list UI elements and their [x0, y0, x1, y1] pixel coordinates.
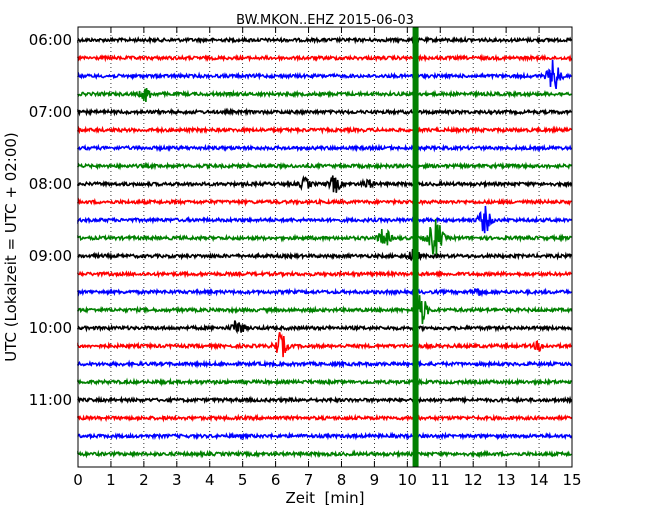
trace-line [77, 88, 572, 102]
x-tick-label: 10 [398, 471, 417, 489]
x-axis: 0 1 2 3 4 5 6 7 8 9 10 11 12 13 14 15 [73, 27, 582, 489]
y-tick-label: 08:00 [29, 175, 72, 193]
trace-line [77, 197, 573, 207]
trace-line [77, 269, 573, 279]
x-axis-label: Zeit [min] [285, 489, 364, 507]
y-tick-label: 06:00 [29, 31, 72, 49]
trace-line [77, 359, 572, 369]
x-tick-label: 7 [304, 471, 314, 489]
trace-line [77, 161, 573, 171]
y-tick-label: 11:00 [29, 391, 72, 409]
x-tick-label: 6 [271, 471, 281, 489]
trace-line [77, 107, 572, 117]
trace-line [77, 395, 573, 405]
y-axis-label: UTC (Lokalzeit = UTC + 02:00) [2, 132, 20, 362]
trace-line [77, 53, 573, 63]
x-tick-label: 1 [106, 471, 116, 489]
trace-line [77, 125, 573, 135]
x-tick-label: 12 [464, 471, 483, 489]
trace-line [77, 332, 573, 358]
trace-line [77, 35, 573, 45]
trace-line [77, 449, 572, 459]
y-tick-label: 09:00 [29, 247, 72, 265]
x-tick-label: 8 [337, 471, 347, 489]
x-tick-label: 11 [431, 471, 450, 489]
highlight-bar [412, 27, 419, 467]
trace-line [77, 59, 572, 90]
x-tick-label: 2 [139, 471, 149, 489]
x-tick-label: 9 [370, 471, 380, 489]
x-tick-label: 4 [205, 471, 215, 489]
y-tick-label: 07:00 [29, 103, 72, 121]
trace-line [77, 377, 573, 387]
x-tick-label: 0 [73, 471, 83, 489]
y-tick-label: 10:00 [29, 319, 72, 337]
grid [110, 27, 540, 467]
trace-line [77, 174, 573, 193]
trace-line [77, 143, 573, 153]
x-tick-label: 13 [497, 471, 516, 489]
x-tick-label: 15 [562, 471, 581, 489]
y-axis: 06:00 07:00 08:00 09:00 10:00 11:00 [29, 31, 572, 409]
trace-line [77, 295, 573, 325]
trace-line [77, 431, 573, 441]
plot-frame [77, 26, 573, 468]
trace-line [77, 248, 572, 263]
x-tick-label: 14 [530, 471, 549, 489]
trace-line [77, 287, 573, 298]
trace-line [77, 205, 573, 234]
traces [77, 35, 573, 459]
chart-title: BW.MKON..EHZ 2015-06-03 [236, 13, 414, 28]
trace-line [77, 320, 572, 335]
trace-line [77, 218, 572, 258]
x-tick-label: 3 [172, 471, 182, 489]
x-tick-label: 5 [238, 471, 248, 489]
trace-line [77, 413, 573, 423]
